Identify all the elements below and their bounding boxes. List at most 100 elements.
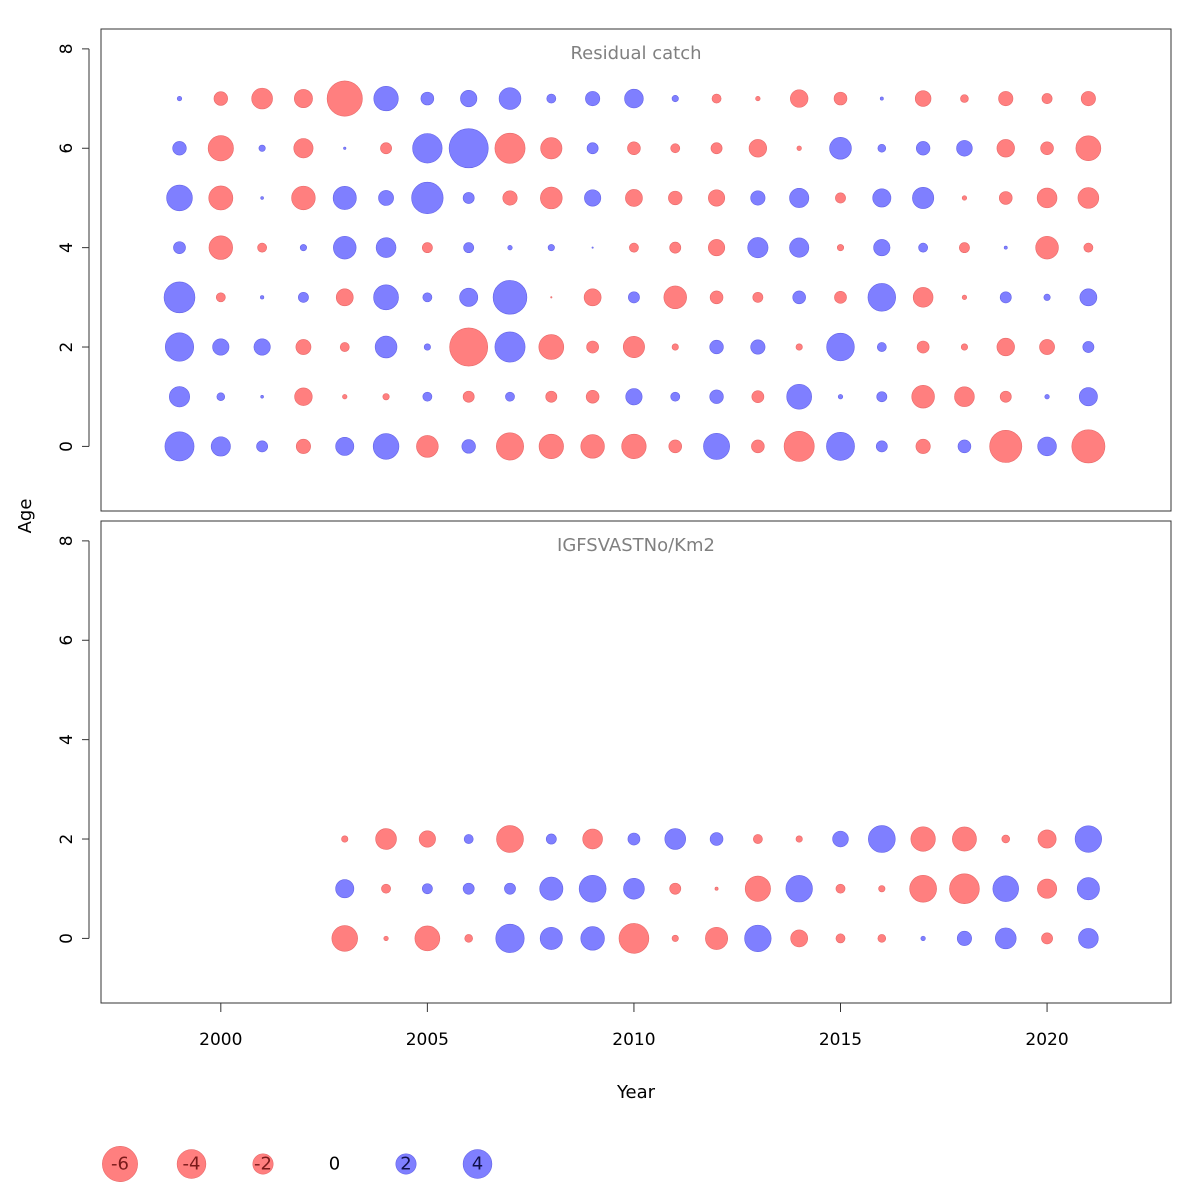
bubble-point xyxy=(550,296,553,299)
panels-layer: Residual catch 0 2 4 6 8 IGFSVASTNo/Km2 0 2 4 6 8 20… xyxy=(57,28,1172,1050)
legend-bubble xyxy=(176,1149,207,1179)
bubble-point xyxy=(835,192,846,204)
bubble-point xyxy=(1076,877,1100,901)
bubble-point xyxy=(460,90,478,108)
bubble-point xyxy=(748,139,767,158)
bubble-point xyxy=(629,242,639,253)
bubble-point xyxy=(164,332,195,362)
bubble-point xyxy=(583,288,602,307)
bubble-point xyxy=(1080,91,1096,107)
legend-bubble xyxy=(395,1153,417,1175)
bubble-point xyxy=(664,828,686,850)
bubble-point xyxy=(785,875,813,903)
bubble-point xyxy=(999,291,1012,304)
bubble-point xyxy=(580,926,605,951)
bubble-point xyxy=(622,336,645,359)
bubble-point xyxy=(332,186,357,210)
bubble-point xyxy=(795,835,803,843)
bubble-point xyxy=(421,242,433,254)
bubble-point xyxy=(331,925,358,952)
y-tick-label: 4 xyxy=(57,242,77,253)
bubble-point xyxy=(343,146,347,150)
bubble-point xyxy=(295,438,311,454)
bubble-point xyxy=(416,435,439,458)
bubble-point xyxy=(459,287,479,307)
bubble-point xyxy=(207,135,234,162)
bubble-point xyxy=(627,832,641,846)
bubble-point xyxy=(711,93,722,104)
bubble-point xyxy=(299,244,307,252)
bubble-point xyxy=(298,291,309,303)
bubble-point xyxy=(1077,187,1100,209)
bubble-point xyxy=(539,876,564,901)
bubble-point xyxy=(783,431,815,462)
bubble-point xyxy=(545,833,557,845)
bubble-point xyxy=(494,132,526,164)
bubble-point xyxy=(422,292,433,303)
bubble-point xyxy=(253,338,271,356)
bubble-point xyxy=(251,87,273,110)
bubble-point xyxy=(333,235,357,260)
bubble-point xyxy=(709,290,724,305)
bubble-point xyxy=(709,339,724,355)
y-tick-label: 2 xyxy=(57,342,77,353)
bubble-point xyxy=(423,343,431,351)
bubble-point xyxy=(628,291,640,304)
bubble-point xyxy=(671,343,679,351)
bubble-point xyxy=(708,189,726,207)
bubble-point xyxy=(383,935,389,941)
bubble-point xyxy=(992,875,1019,902)
bubble-point xyxy=(835,883,846,894)
bubble-point xyxy=(751,439,765,454)
bubble-point xyxy=(291,185,316,211)
bubble-point xyxy=(1037,878,1058,899)
bubble-point xyxy=(961,294,968,300)
bubble-point xyxy=(627,141,641,155)
bubble-point xyxy=(257,242,267,253)
bubble-point xyxy=(960,94,969,103)
x-tick-label: 2000 xyxy=(199,1030,242,1050)
bubble-point xyxy=(260,196,264,200)
bubble-point xyxy=(867,283,896,312)
bubble-point xyxy=(539,926,563,950)
bubble-point xyxy=(498,87,522,110)
legend-bubble xyxy=(102,1146,138,1182)
bubble-point xyxy=(912,186,935,209)
bubble-point xyxy=(545,390,558,403)
bubble-point xyxy=(258,144,266,152)
y-tick-label: 4 xyxy=(57,734,77,745)
bubble-point xyxy=(796,145,802,151)
bubble-point xyxy=(790,89,809,108)
bubble-point xyxy=(625,388,643,406)
bubble-point xyxy=(999,191,1013,205)
bubble-point xyxy=(169,386,190,408)
bubble-point xyxy=(795,343,803,351)
bubble-point xyxy=(834,291,847,304)
bubble-point xyxy=(786,383,812,410)
bubble-point xyxy=(260,295,265,300)
bubble-point xyxy=(916,340,930,354)
bubble-point xyxy=(540,137,563,160)
bubble-point xyxy=(625,189,643,207)
bubble-point xyxy=(373,86,399,112)
bubble-point xyxy=(910,826,936,852)
bubble-point xyxy=(708,239,726,257)
y-tick-label: 0 xyxy=(57,441,77,452)
bubble-point xyxy=(714,886,719,891)
bubble-point xyxy=(578,874,607,903)
bubble-point xyxy=(463,834,474,844)
bubble-point xyxy=(414,925,441,952)
bubble-point xyxy=(173,241,186,254)
bubble-point xyxy=(208,235,233,260)
bubble-point xyxy=(163,281,196,314)
bubble-point xyxy=(294,387,313,406)
bubble-point xyxy=(915,141,931,156)
bubble-point xyxy=(335,288,354,307)
bubble-point xyxy=(878,885,886,893)
bubble-point xyxy=(176,95,183,102)
bubble-point xyxy=(671,934,679,942)
bubble-point xyxy=(547,244,555,252)
bubble-point xyxy=(212,338,230,356)
bubble-point xyxy=(326,80,363,117)
